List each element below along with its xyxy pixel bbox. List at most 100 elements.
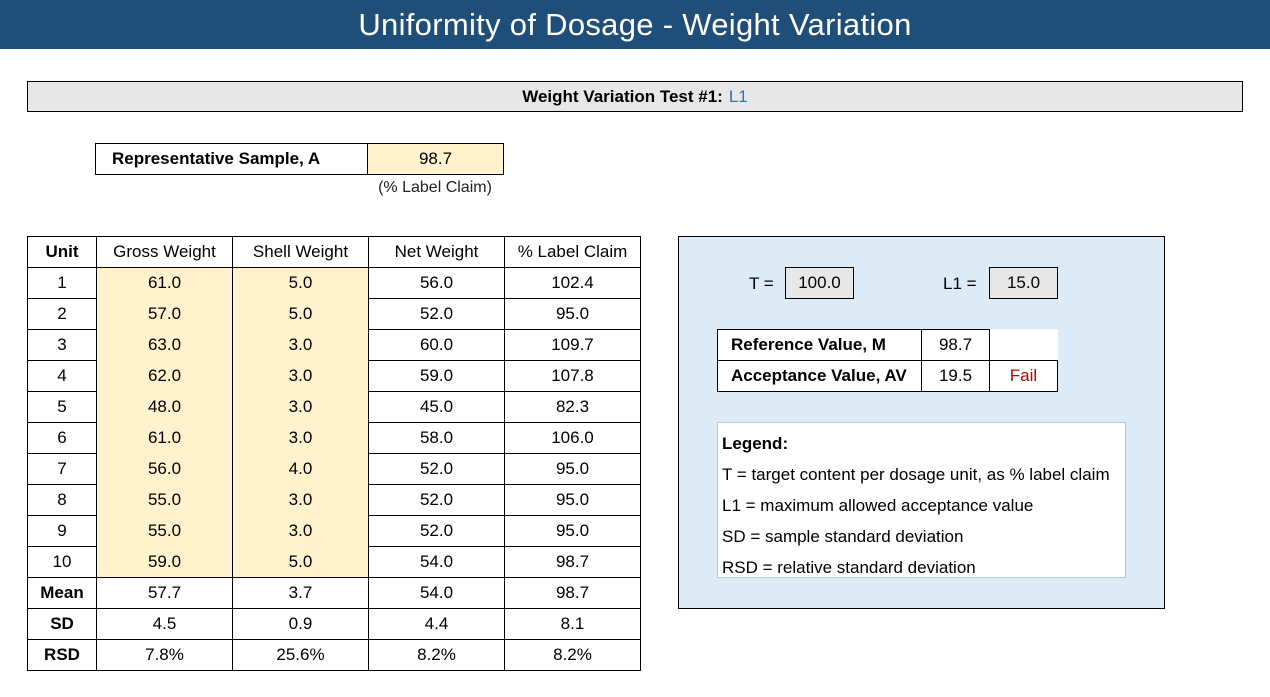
gross-weight-cell[interactable]: 55.0 — [96, 484, 233, 516]
net-weight-cell: 59.0 — [368, 360, 505, 392]
gross-weight-cell[interactable]: 59.0 — [96, 546, 233, 578]
table-row: 3 63.0 3.0 60.0 109.7 — [27, 329, 641, 361]
label-claim-cell: 82.3 — [504, 391, 641, 423]
gross-weight-cell[interactable]: 62.0 — [96, 360, 233, 392]
l1-label: L1 = — [943, 274, 977, 293]
unit-cell: 4 — [27, 360, 97, 392]
acceptance-value-label: Acceptance Value, AV — [717, 360, 922, 392]
net-weight-cell: 52.0 — [368, 298, 505, 330]
gross-weight-cell[interactable]: 63.0 — [96, 329, 233, 361]
unit-cell: 5 — [27, 391, 97, 423]
t-label: T = — [749, 274, 774, 293]
header-gross-weight: Gross Weight — [96, 236, 233, 268]
summary-cell: 8.2% — [504, 639, 641, 671]
summary-cell: 3.7 — [232, 577, 369, 609]
test-label: Weight Variation Test #1: — [522, 86, 723, 106]
table-header-row: Unit Gross Weight Shell Weight Net Weigh… — [27, 236, 641, 268]
table-row: 8 55.0 3.0 52.0 95.0 — [27, 484, 641, 516]
summary-cell: 0.9 — [232, 608, 369, 640]
label-claim-cell: 95.0 — [504, 453, 641, 485]
table-row: 2 57.0 5.0 52.0 95.0 — [27, 298, 641, 330]
summary-cell: 54.0 — [368, 577, 505, 609]
shell-weight-cell[interactable]: 3.0 — [232, 422, 369, 454]
legend-item: RSD = relative standard deviation — [722, 558, 976, 577]
legend-item: T = target content per dosage unit, as %… — [722, 465, 1110, 484]
unit-cell: 9 — [27, 515, 97, 547]
net-weight-cell: 54.0 — [368, 546, 505, 578]
label-claim-cell: 102.4 — [504, 267, 641, 299]
reference-value-label: Reference Value, M — [717, 329, 922, 361]
summary-cell: 8.1 — [504, 608, 641, 640]
representative-sample-value[interactable]: 98.7 — [368, 144, 503, 174]
gross-weight-cell[interactable]: 61.0 — [96, 422, 233, 454]
reference-value: 98.7 — [921, 329, 990, 361]
shell-weight-cell[interactable]: 3.0 — [232, 360, 369, 392]
net-weight-cell: 52.0 — [368, 484, 505, 516]
unit-cell: 8 — [27, 484, 97, 516]
summary-row-mean: Mean 57.7 3.7 54.0 98.7 — [27, 577, 641, 609]
net-weight-cell: 52.0 — [368, 515, 505, 547]
gross-weight-cell[interactable]: 57.0 — [96, 298, 233, 330]
gross-weight-cell[interactable]: 48.0 — [96, 391, 233, 423]
table-row: 5 48.0 3.0 45.0 82.3 — [27, 391, 641, 423]
summary-row-sd: SD 4.5 0.9 4.4 8.1 — [27, 608, 641, 640]
summary-label: SD — [27, 608, 97, 640]
result-grid: Reference Value, M 98.7 Acceptance Value… — [717, 329, 1058, 392]
status-badge: Fail — [989, 360, 1058, 392]
l1-value[interactable]: 15.0 — [989, 267, 1058, 299]
shell-weight-cell[interactable]: 5.0 — [232, 298, 369, 330]
summary-row-rsd: RSD 7.8% 25.6% 8.2% 8.2% — [27, 639, 641, 671]
net-weight-cell: 56.0 — [368, 267, 505, 299]
legend-item: L1 = maximum allowed acceptance value — [722, 496, 1034, 515]
shell-weight-cell[interactable]: 3.0 — [232, 515, 369, 547]
label-claim-cell: 95.0 — [504, 484, 641, 516]
header-net-weight: Net Weight — [368, 236, 505, 268]
acceptance-value: 19.5 — [921, 360, 990, 392]
shell-weight-cell[interactable]: 3.0 — [232, 329, 369, 361]
legend-item: SD = sample standard deviation — [722, 527, 964, 546]
table-row: 1 61.0 5.0 56.0 102.4 — [27, 267, 641, 299]
summary-cell: 7.8% — [96, 639, 233, 671]
header-shell-weight: Shell Weight — [232, 236, 369, 268]
unit-cell: 2 — [27, 298, 97, 330]
shell-weight-cell[interactable]: 3.0 — [232, 391, 369, 423]
gross-weight-cell[interactable]: 56.0 — [96, 453, 233, 485]
shell-weight-cell[interactable]: 5.0 — [232, 267, 369, 299]
summary-label: Mean — [27, 577, 97, 609]
summary-label: RSD — [27, 639, 97, 671]
representative-sample-unit: (% Label Claim) — [378, 179, 492, 196]
acceptance-value-row: Acceptance Value, AV 19.5 Fail — [717, 360, 1058, 392]
summary-cell: 98.7 — [504, 577, 641, 609]
table-row: 10 59.0 5.0 54.0 98.7 — [27, 546, 641, 578]
label-claim-cell: 107.8 — [504, 360, 641, 392]
table-row: 7 56.0 4.0 52.0 95.0 — [27, 453, 641, 485]
net-weight-cell: 58.0 — [368, 422, 505, 454]
representative-sample: Representative Sample, A 98.7 — [95, 143, 504, 175]
unit-cell: 10 — [27, 546, 97, 578]
empty-cell — [990, 330, 1058, 361]
table-row: 9 55.0 3.0 52.0 95.0 — [27, 515, 641, 547]
test-id[interactable]: L1 — [728, 86, 748, 106]
gross-weight-cell[interactable]: 55.0 — [96, 515, 233, 547]
gross-weight-cell[interactable]: 61.0 — [96, 267, 233, 299]
label-claim-cell: 106.0 — [504, 422, 641, 454]
label-claim-cell: 95.0 — [504, 515, 641, 547]
legend-title: Legend: — [722, 434, 789, 453]
table-row: 4 62.0 3.0 59.0 107.8 — [27, 360, 641, 392]
reference-value-row: Reference Value, M 98.7 — [717, 329, 1058, 361]
shell-weight-cell[interactable]: 4.0 — [232, 453, 369, 485]
table-row: 6 61.0 3.0 58.0 106.0 — [27, 422, 641, 454]
net-weight-cell: 45.0 — [368, 391, 505, 423]
t-value[interactable]: 100.0 — [785, 267, 854, 299]
unit-cell: 6 — [27, 422, 97, 454]
shell-weight-cell[interactable]: 5.0 — [232, 546, 369, 578]
unit-cell: 7 — [27, 453, 97, 485]
summary-cell: 4.4 — [368, 608, 505, 640]
unit-cell: 1 — [27, 267, 97, 299]
shell-weight-cell[interactable]: 3.0 — [232, 484, 369, 516]
page-title: Uniformity of Dosage - Weight Variation — [0, 0, 1270, 49]
summary-cell: 4.5 — [96, 608, 233, 640]
unit-cell: 3 — [27, 329, 97, 361]
test-header: Weight Variation Test #1: L1 — [27, 81, 1243, 112]
label-claim-cell: 98.7 — [504, 546, 641, 578]
